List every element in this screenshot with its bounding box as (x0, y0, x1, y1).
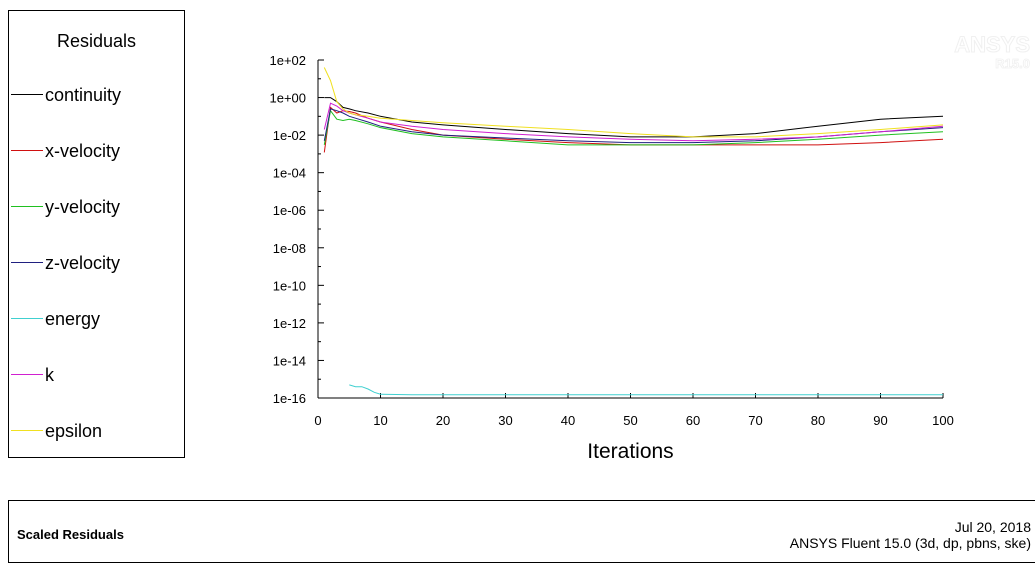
legend-item-x-velocity: x-velocity (11, 141, 181, 161)
legend-item-k: k (11, 365, 181, 385)
x-tick-label: 80 (811, 413, 825, 428)
legend-label: x-velocity (45, 141, 121, 161)
legend-item-energy: energy (11, 309, 181, 329)
x-tick-label: 30 (498, 413, 512, 428)
y-tick-label: 1e-08 (273, 241, 306, 256)
legend-swatch (11, 374, 43, 375)
series-line-z-velocity (323, 108, 944, 144)
ansys-watermark: ANSYS R15.0 (954, 32, 1031, 72)
legend-swatch (11, 150, 43, 151)
legend-item-epsilon: epsilon (11, 421, 181, 441)
y-tick-label: 1e-12 (273, 316, 306, 331)
legend-swatch (11, 94, 43, 95)
x-tick-label: 60 (686, 413, 700, 428)
legend-label: epsilon (45, 421, 103, 441)
y-tick-label: 1e-14 (273, 353, 306, 368)
legend-swatch (11, 262, 43, 263)
legend-label: continuity (45, 85, 122, 105)
legend-item-continuity: continuity (11, 85, 181, 105)
x-tick-label: 70 (748, 413, 762, 428)
legend-label: k (45, 365, 54, 385)
x-tick-label: 10 (373, 413, 387, 428)
x-tick-label: 100 (932, 413, 954, 428)
legend-swatch (11, 430, 43, 431)
residuals-plot: 1e+02 1e+00 1e-02 1e-04 1e-06 1e-08 1e-10 1e-12… (269, 53, 954, 463)
y-tick-label: 1e-10 (273, 278, 306, 293)
legend-item-y-velocity: y-velocity (11, 197, 181, 217)
y-tick-label: 1e+00 (269, 91, 306, 106)
legend-label: z-velocity (45, 253, 121, 273)
series-line-epsilon (323, 67, 944, 138)
x-tick-label: 40 (561, 413, 575, 428)
x-tick-label: 50 (623, 413, 637, 428)
legend: Residuals continuity x-velocity y-velocity… (8, 10, 185, 458)
legend-swatch (11, 318, 43, 319)
y-tick-label: 1e-04 (273, 166, 306, 181)
series-line-y-velocity (323, 109, 944, 146)
x-axis-label: Iterations (587, 440, 673, 463)
y-tick-label: 1e-02 (273, 128, 306, 143)
legend-item-z-velocity: z-velocity (11, 253, 181, 273)
x-tick-label: 0 (314, 413, 321, 428)
watermark-brand: ANSYS (954, 32, 1030, 57)
y-tick-label: 1e-16 (273, 391, 306, 406)
legend-swatch (11, 206, 43, 207)
legend-label: energy (45, 309, 101, 329)
series-line-continuity (324, 97, 944, 138)
watermark-version: R15.0 (995, 56, 1030, 71)
series-line-k (323, 102, 944, 142)
y-tick-label: 1e+02 (269, 53, 306, 68)
legend-title: Residuals (56, 31, 137, 51)
series-line-energy (349, 384, 943, 396)
footer-date: Jul 20, 2018 (954, 519, 1031, 535)
x-tick-label: 20 (436, 413, 450, 428)
footer-panel: Scaled Residuals Jul 20, 2018 ANSYS Flue… (8, 500, 1035, 563)
y-tick-label: 1e-06 (273, 203, 306, 218)
x-tick-label: 90 (873, 413, 887, 428)
plot-title: Scaled Residuals (17, 527, 124, 542)
legend-label: y-velocity (45, 197, 121, 217)
footer-version: ANSYS Fluent 15.0 (3d, dp, pbns, ske) (789, 535, 1031, 551)
series-line-x-velocity (323, 106, 944, 153)
